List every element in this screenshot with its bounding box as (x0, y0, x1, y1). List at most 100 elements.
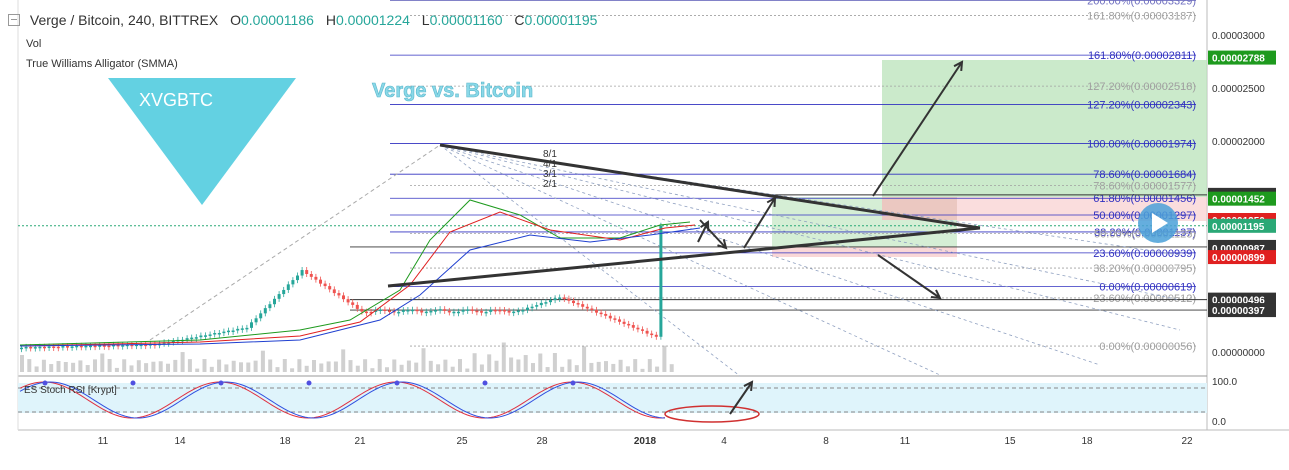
volume-bar (56, 361, 61, 372)
candle-body (144, 344, 148, 347)
arrow-down-small-head (717, 239, 728, 250)
candle-body (627, 323, 631, 326)
candle-body (641, 329, 644, 331)
candle-body (199, 335, 203, 338)
stoch-dot (218, 380, 224, 386)
price-tag (1208, 303, 1276, 318)
candle-body (576, 303, 580, 305)
candle-body (171, 341, 175, 343)
candle-body (213, 333, 217, 335)
candle-body (52, 346, 56, 349)
candle-body (457, 311, 460, 314)
time-axis-tick: 4 (721, 436, 727, 447)
volume-bar (180, 352, 185, 372)
candle-body (75, 345, 79, 348)
volume-bar (370, 368, 375, 372)
candle-body (599, 312, 603, 315)
candle-body (217, 333, 221, 335)
candle-body (204, 335, 207, 337)
volume-indicator-label[interactable]: Vol (26, 38, 42, 50)
volume-bar (195, 368, 200, 372)
stop-zone (882, 197, 957, 220)
volume-bar (246, 362, 251, 372)
arrow-target-head (953, 60, 964, 72)
volume-bar (604, 361, 608, 372)
volume-bar (312, 360, 316, 372)
time-axis-tick: 11 (98, 436, 109, 447)
time-axis-tick: 18 (1081, 436, 1093, 447)
volume-bar (151, 361, 156, 372)
candle-body (420, 310, 424, 313)
volume-bar (260, 350, 265, 372)
candle-body (650, 333, 654, 336)
volume-bar (34, 366, 39, 372)
volume-bar (640, 368, 645, 372)
candle-body (567, 298, 571, 301)
gann-fan-line (439, 144, 1181, 256)
arrow-down-small (699, 219, 727, 249)
candle-body (447, 310, 451, 313)
candle-body (185, 338, 189, 340)
volume-bar (487, 354, 492, 372)
candle-body (33, 347, 37, 349)
volume-bar (567, 359, 572, 372)
candle-body (401, 310, 405, 312)
candle-body (411, 309, 414, 312)
candle-body (38, 346, 42, 349)
candle-body (47, 346, 51, 349)
volume-bar (662, 345, 667, 372)
candle-body (130, 344, 134, 347)
candle-body (323, 283, 327, 287)
collapse-icon[interactable] (8, 14, 20, 26)
candle-body (93, 345, 97, 348)
alligator-teeth (19, 211, 696, 347)
candle-body (240, 328, 244, 330)
volume-bar (290, 368, 295, 372)
candle-body (480, 311, 483, 313)
volume-bar (385, 367, 389, 372)
volume-bar (574, 365, 579, 372)
alligator-lips (19, 199, 691, 346)
candle-body (590, 308, 594, 311)
fib-level-label: 127.20%(0.00002343) (1087, 100, 1196, 112)
candle-body (268, 304, 272, 309)
volume-bar (406, 360, 411, 372)
candle-body (116, 344, 120, 347)
volume-bar (239, 362, 243, 372)
price-tag-value: 0.00000397 (1212, 306, 1265, 317)
volume-bar (472, 353, 477, 372)
price-tag (1208, 191, 1276, 206)
volume-bar (326, 361, 331, 372)
volume-bar (78, 360, 83, 372)
volume-bar (618, 359, 623, 372)
candle-body (29, 346, 33, 349)
volume-bar (421, 348, 426, 372)
volume-bar (136, 360, 141, 372)
volume-bar (166, 363, 170, 372)
time-axis-tick: 2018 (634, 436, 657, 447)
volume-bar (582, 346, 587, 372)
trend-dashed-line (149, 144, 441, 341)
candle-body (286, 284, 290, 290)
fib-level-label: 23.60%(0.00000939) (1093, 248, 1196, 260)
oversold-ellipse (664, 405, 760, 423)
time-axis-tick: 11 (900, 436, 911, 447)
candle-body (406, 310, 410, 312)
candle-body (360, 308, 364, 312)
gann-fan-line (439, 144, 1181, 331)
candle-body (443, 309, 447, 311)
candle-body (112, 344, 115, 347)
candle-body (337, 293, 341, 296)
volume-bar (217, 359, 222, 372)
volume-bar (523, 355, 528, 372)
candle-body (222, 331, 226, 334)
time-axis-tick: 22 (1181, 436, 1193, 447)
price-tag-value: 0.00000496 (1212, 296, 1265, 307)
alligator-indicator-label[interactable]: True Williams Alligator (SMMA) (26, 58, 178, 70)
candle-body (365, 311, 368, 314)
fib-level-label: 78.60%(0.00001577) (1093, 180, 1196, 192)
volume-bar (545, 367, 550, 372)
volume-bar (144, 363, 149, 372)
